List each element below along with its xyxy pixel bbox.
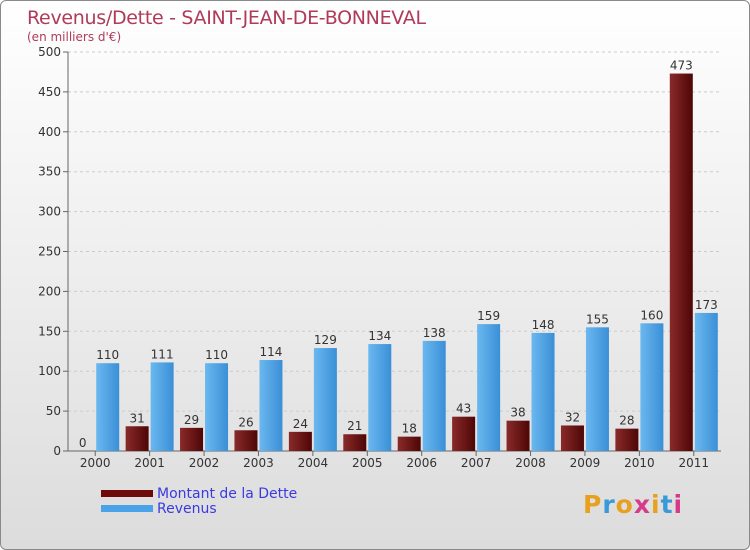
debt-value-label: 29 [184,413,199,427]
debt-value-label: 26 [238,415,253,429]
revenue-bar [259,360,283,451]
chart-title: Revenus/Dette - SAINT-JEAN-DE-BONNEVAL [27,7,426,29]
y-tick-label: 300 [38,205,61,219]
revenue-value-label: 148 [532,318,555,332]
debt-bar [452,416,476,451]
legend-label-revenue: Revenus [157,501,217,517]
logo-letter: t [660,490,674,519]
legend-label-debt: Montant de la Dette [157,486,298,502]
debt-value-label: 21 [347,419,362,433]
revenue-value-label: 111 [151,347,174,361]
debt-value-label: 473 [670,59,693,73]
logo-letter: i [651,490,661,519]
revenue-bar [422,340,446,451]
revenue-value-label: 134 [368,329,391,343]
debt-value-label: 38 [510,406,525,420]
revenue-bar [640,323,664,451]
revenue-bar [694,312,718,451]
y-tick-label: 200 [38,284,61,298]
revenue-bar [205,363,229,451]
y-tick-label: 350 [38,165,61,179]
debt-bar [125,426,149,451]
revenue-value-label: 173 [695,298,718,312]
revenue-value-label: 110 [96,348,119,362]
revenue-bar [150,362,174,451]
x-tick-label: 2005 [352,456,383,470]
debt-bar [397,436,421,451]
x-tick-label: 2003 [243,456,274,470]
logo-letter: r [602,490,616,519]
x-tick-label: 2010 [624,456,655,470]
x-tick-label: 2002 [189,456,220,470]
x-tick-label: 2004 [298,456,329,470]
debt-bar [180,427,204,451]
revenue-bar [96,363,120,451]
revenue-value-label: 114 [260,345,283,359]
y-tick-label: 400 [38,125,61,139]
chart-subtitle: (en milliers d'€) [27,30,122,44]
revenue-value-label: 129 [314,333,337,347]
x-tick-label: 2008 [515,456,546,470]
debt-bar [669,73,693,452]
legend-swatch-revenue [101,505,153,512]
y-tick-label: 150 [38,324,61,338]
x-tick-label: 2006 [406,456,437,470]
revenue-value-label: 138 [423,326,446,340]
y-tick-label: 250 [38,245,61,259]
revenue-bar [531,332,555,451]
debt-bar [288,431,312,451]
y-tick-label: 0 [53,444,61,458]
debt-bar [506,420,530,451]
logo-letter: x [633,490,651,519]
y-tick-label: 100 [38,364,61,378]
logo-letter: o [615,490,634,519]
debt-bar [343,434,367,451]
x-tick-label: 2001 [134,456,165,470]
y-tick-label: 500 [38,45,61,59]
revenue-bar [585,327,609,451]
revenue-value-label: 160 [640,308,663,322]
revenue-value-label: 110 [205,348,228,362]
debt-value-label: 0 [79,436,87,450]
debt-value-label: 18 [402,422,417,436]
revenue-value-label: 159 [477,309,500,323]
x-tick-label: 2007 [461,456,492,470]
x-tick-label: 2000 [80,456,111,470]
debt-value-label: 24 [293,417,308,431]
logo-letter: i [673,490,684,519]
revenue-bar [368,344,392,451]
proxiti-logo: Proxiti [583,490,683,519]
debt-bar [234,430,258,451]
y-tick-label: 450 [38,85,61,99]
debt-bar [560,425,584,451]
x-tick-label: 2011 [679,456,710,470]
debt-value-label: 32 [565,410,580,424]
legend-swatch-debt [101,490,153,497]
debt-value-label: 28 [619,414,634,428]
debt-value-label: 43 [456,402,471,416]
debt-bar [615,428,639,451]
logo-letter: P [583,490,603,519]
revenue-bar [313,348,337,451]
debt-value-label: 31 [129,411,144,425]
revenue-bar [477,324,501,451]
x-tick-label: 2009 [570,456,601,470]
revenue-value-label: 155 [586,312,609,326]
y-tick-label: 50 [46,404,61,418]
